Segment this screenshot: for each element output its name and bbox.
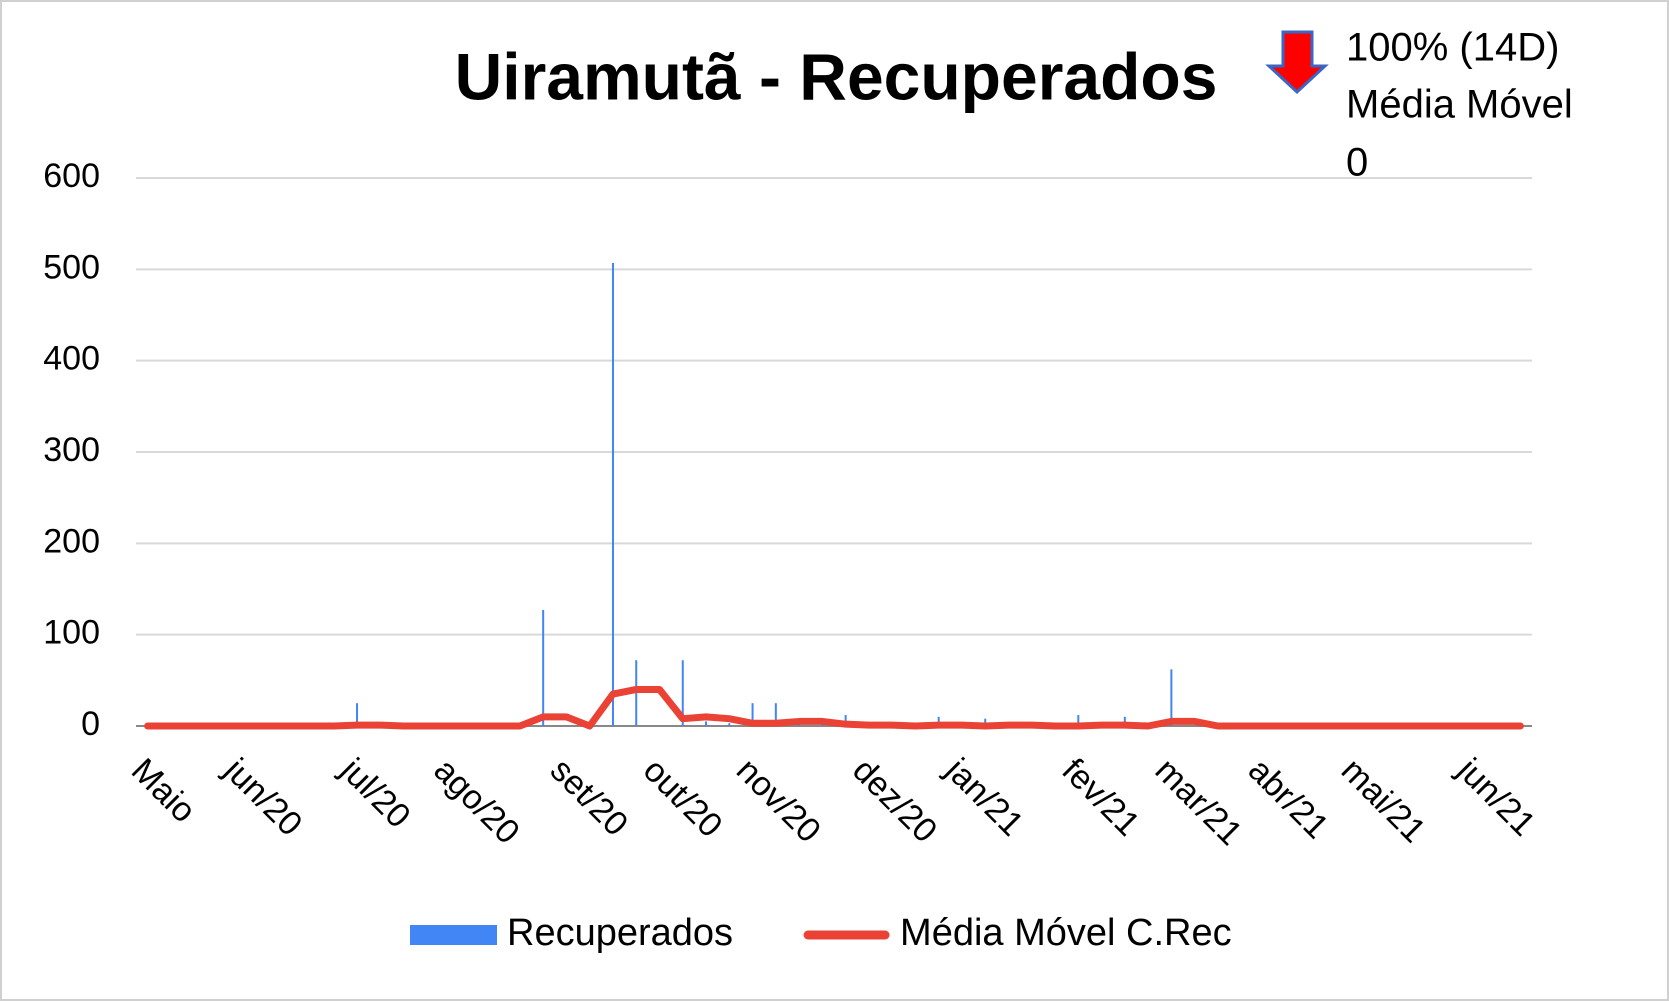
legend-label: Recuperados xyxy=(507,912,733,954)
legend-label: Média Móvel C.Rec xyxy=(900,912,1232,954)
y-tick-label: 0 xyxy=(81,705,100,743)
bar xyxy=(728,723,731,726)
bar xyxy=(1123,716,1126,726)
legend-swatch xyxy=(410,925,497,945)
y-tick-label: 400 xyxy=(43,340,100,378)
bar xyxy=(356,703,359,726)
bar xyxy=(635,660,638,726)
y-tick-label: 500 xyxy=(43,248,100,286)
bar xyxy=(774,703,777,726)
annotation: 100% (14D) xyxy=(1346,26,1559,70)
bar xyxy=(751,703,754,726)
bar xyxy=(542,610,545,726)
bar xyxy=(1077,715,1080,726)
y-tick-label: 100 xyxy=(43,614,100,652)
bar xyxy=(937,716,940,726)
down-arrow-icon xyxy=(1265,30,1329,95)
bar xyxy=(844,715,847,726)
annotation: Média Móvel xyxy=(1346,83,1573,127)
bar xyxy=(611,262,614,726)
y-tick-label: 600 xyxy=(43,157,100,195)
annotation: 0 xyxy=(1346,141,1368,185)
line xyxy=(144,685,1524,730)
bar xyxy=(1170,669,1173,726)
bar xyxy=(705,721,708,726)
bar xyxy=(984,718,987,726)
bar xyxy=(681,660,684,726)
chart-title: Uiramutã - Recuperados xyxy=(455,39,1218,113)
y-tick-label: 300 xyxy=(43,431,100,469)
y-tick-label: 200 xyxy=(43,522,100,560)
